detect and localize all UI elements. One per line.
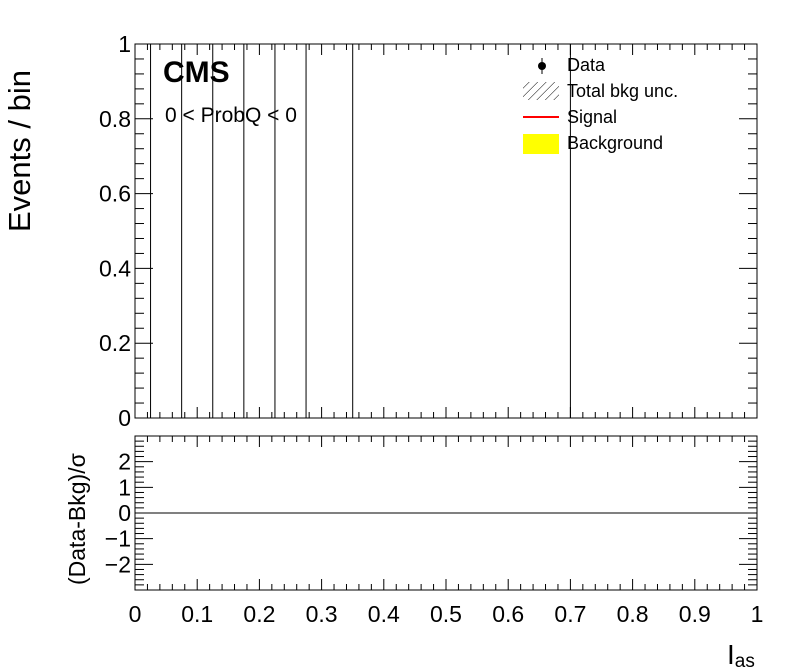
- x-tick-label: 0.5: [430, 601, 462, 627]
- x-axis-title-sub: as: [735, 651, 755, 672]
- x-tick-label: 1: [751, 601, 764, 627]
- main-y-tick-label: 0.2: [99, 330, 131, 356]
- legend: Data Total bkg unc. Signal Background: [523, 55, 678, 154]
- legend-entry-bkg-unc: Total bkg unc.: [523, 81, 678, 101]
- legend-label-background: Background: [567, 133, 663, 153]
- ratio-y-tick-label: −1: [105, 526, 131, 552]
- x-tick-label: 0.1: [181, 601, 213, 627]
- x-axis-ticks: 0 0.1 0.2 0.3 0.4 0.5 0.6 0.7 0.8 0.9 1: [129, 44, 764, 627]
- x-tick-label: 0.3: [306, 601, 338, 627]
- ratio-y-tick-label: 1: [118, 474, 131, 500]
- main-y-tick-label: 0: [118, 405, 131, 431]
- x-axis-title-main: I: [727, 639, 735, 670]
- legend-entry-data: Data: [538, 55, 606, 75]
- ratio-y-tick-label: 0: [118, 500, 131, 526]
- x-tick-label: 0.9: [679, 601, 711, 627]
- x-tick-label: 0.7: [554, 601, 586, 627]
- x-tick-label: 0.2: [243, 601, 275, 627]
- ratio-y-axis-title: (Data-Bkg)/σ: [64, 453, 90, 585]
- x-axis-title: Ias: [727, 639, 755, 672]
- main-y-tick-label: 1: [118, 31, 131, 57]
- x-tick-label: 0.6: [492, 601, 524, 627]
- main-y-tick-label: 0.8: [99, 106, 131, 132]
- background-swatch-icon: [523, 134, 559, 154]
- legend-entry-signal: Signal: [523, 107, 617, 127]
- legend-label-data: Data: [567, 55, 606, 75]
- main-y-axis-title: Events / bin: [2, 70, 37, 232]
- data-marker-icon: [538, 62, 546, 70]
- ratio-y-tick-label: 2: [118, 449, 131, 475]
- main-y-axis-ticks: 0 0.2 0.4 0.6 0.8 1: [99, 31, 757, 431]
- legend-label-bkg-unc: Total bkg unc.: [567, 81, 678, 101]
- x-tick-label: 0.8: [617, 601, 649, 627]
- main-y-tick-label: 0.4: [99, 255, 131, 281]
- x-tick-label: 0.4: [368, 601, 400, 627]
- legend-entry-background: Background: [523, 133, 663, 154]
- bin-edge-lines: [150, 44, 571, 418]
- x-tick-label: 0: [129, 601, 142, 627]
- legend-label-signal: Signal: [567, 107, 617, 127]
- experiment-label: CMS: [163, 56, 230, 89]
- main-y-tick-label: 0.6: [99, 181, 131, 207]
- hatch-swatch-icon: [523, 82, 559, 100]
- ratio-y-tick-label: −2: [105, 551, 131, 577]
- region-label: 0 < ProbQ < 0: [165, 104, 297, 127]
